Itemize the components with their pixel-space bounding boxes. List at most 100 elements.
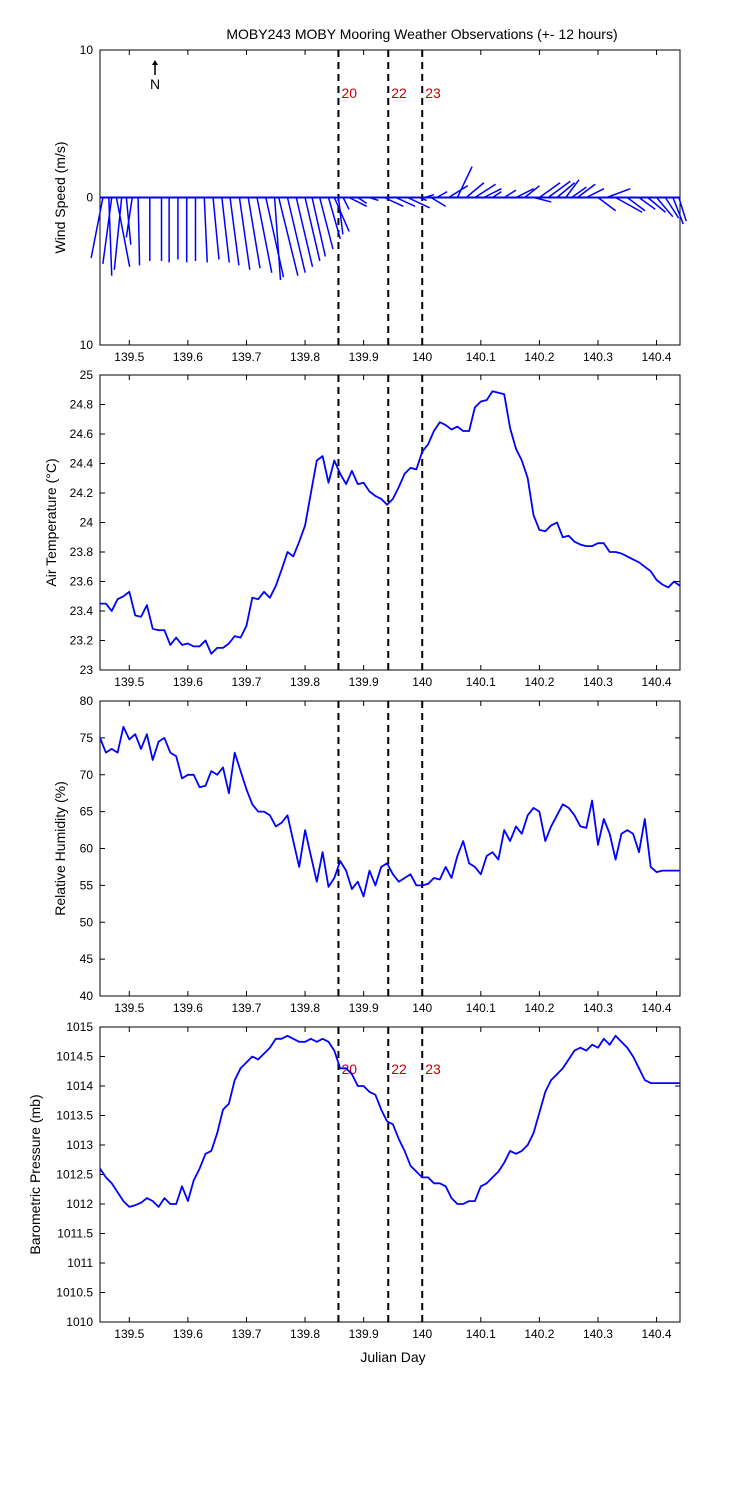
x-tick-label: 139.7 <box>231 1327 261 1341</box>
wind-stick <box>286 197 306 273</box>
x-tick-label: 140.3 <box>583 350 613 364</box>
x-tick-label: 139.9 <box>349 1327 379 1341</box>
y-tick-label: 45 <box>80 952 94 966</box>
x-tick-label: 140 <box>412 675 432 689</box>
wind-stick <box>424 193 435 199</box>
wind-stick <box>327 197 342 240</box>
x-tick-label: 140.3 <box>583 1001 613 1015</box>
x-tick-label: 139.9 <box>349 350 379 364</box>
series-line <box>99 725 680 898</box>
wind-stick <box>638 196 656 210</box>
y-tick-label: 80 <box>80 694 94 708</box>
wind-stick <box>407 196 431 209</box>
wind-stick <box>571 186 587 199</box>
wind-stick <box>90 197 104 259</box>
y-tick-label: 23.4 <box>70 604 94 618</box>
wind-stick <box>295 197 314 267</box>
wind-stick <box>538 182 561 199</box>
wind-stick <box>337 197 344 235</box>
y-tick-label: 24.4 <box>70 457 94 471</box>
time-marker-label: 22 <box>391 1061 407 1077</box>
y-axis-label: Relative Humidity (%) <box>52 781 68 916</box>
wind-stick <box>342 197 350 210</box>
wind-stick <box>247 197 261 269</box>
wind-stick <box>419 196 427 202</box>
x-tick-label: 140.4 <box>642 1001 672 1015</box>
plot-frame <box>99 374 681 671</box>
wind-stick <box>565 179 580 198</box>
x-tick-label: 140.2 <box>524 1001 554 1015</box>
wind-stick <box>615 196 643 213</box>
time-marker-label: 20 <box>341 85 357 101</box>
y-tick-label: 65 <box>80 805 94 819</box>
wind-stick <box>383 196 404 208</box>
y-tick-label: 1010 <box>66 1315 93 1329</box>
x-tick-label: 139.5 <box>114 1327 144 1341</box>
wind-stick <box>524 185 540 199</box>
wind-stick <box>221 197 230 263</box>
wind-stick <box>436 190 448 199</box>
x-axis-label: Julian Day <box>360 1349 425 1365</box>
panel-3: 139.5 139.6 139.7 139.8 139.9 140 140.1 140.2 14… <box>52 694 681 1015</box>
y-tick-label: 75 <box>80 731 94 745</box>
wind-stick <box>556 182 576 199</box>
plot-frame <box>99 1026 681 1323</box>
x-tick-label: 139.5 <box>114 675 144 689</box>
x-tick-label: 139.9 <box>349 1001 379 1015</box>
wind-stick <box>533 196 552 203</box>
series-line <box>100 390 681 655</box>
y-axis-label: Air Temperature (°C) <box>43 458 59 586</box>
north-arrow-head-icon <box>152 60 158 65</box>
y-tick-label: 1011.5 <box>57 1227 93 1241</box>
wind-stick <box>503 189 517 199</box>
y-axis-label: Wind Speed (m/s) <box>52 141 68 253</box>
wind-stick <box>304 197 321 262</box>
y-tick-label: 1012 <box>66 1197 93 1211</box>
y-axis-label: Barometric Pressure (mb) <box>27 1094 43 1254</box>
x-tick-label: 140.4 <box>642 1327 672 1341</box>
wind-stick <box>212 197 220 260</box>
time-marker-label: 23 <box>425 1061 441 1077</box>
x-tick-label: 139.8 <box>290 675 320 689</box>
y-tick-label: 70 <box>80 768 94 782</box>
series-line <box>99 1034 680 1208</box>
y-tick-label: 1012.5 <box>56 1168 93 1182</box>
figure-title: MOBY243 MOBY Mooring Weather Observation… <box>226 26 617 42</box>
wind-stick <box>456 166 473 198</box>
wind-stick <box>113 197 123 270</box>
y-tick-label: 1010.5 <box>56 1286 93 1300</box>
x-tick-label: 139.5 <box>114 1001 144 1015</box>
wind-stick <box>515 187 534 199</box>
wind-stick <box>102 197 113 264</box>
wind-stick <box>369 196 379 202</box>
x-tick-label: 140.4 <box>642 350 672 364</box>
wind-stick <box>333 197 350 232</box>
x-tick-label: 139.9 <box>349 675 379 689</box>
y-tick-label: 23.2 <box>70 634 94 648</box>
panel-1: 139.5 139.6 139.7 139.8 139.9 140 140.1 140.2 14… <box>52 43 687 364</box>
wind-stick <box>348 196 368 208</box>
wind-stick <box>125 197 133 238</box>
y-tick-label: 50 <box>80 915 94 929</box>
y-tick-label: 23.6 <box>70 575 94 589</box>
x-tick-label: 139.8 <box>290 1001 320 1015</box>
wind-stick <box>395 196 416 208</box>
wind-stick <box>115 197 131 267</box>
wind-stick <box>273 197 282 281</box>
wind-stick <box>626 196 646 212</box>
y-tick-label: 23 <box>80 663 94 677</box>
y-tick-label: 1014.5 <box>56 1050 93 1064</box>
x-tick-label: 140.2 <box>524 675 554 689</box>
panel-2: 139.5 139.6 139.7 139.8 139.9 140 140.1 140.2 14… <box>43 368 681 689</box>
y-tick-label: 0 <box>86 191 93 205</box>
y-tick-label: 10 <box>80 338 94 352</box>
wind-stick <box>474 183 497 199</box>
y-tick-label: 1015 <box>66 1020 93 1034</box>
x-tick-label: 140 <box>412 1001 432 1015</box>
wind-stick <box>678 197 687 222</box>
wind-stick <box>577 183 596 199</box>
wind-stick <box>465 182 485 199</box>
x-tick-label: 140.1 <box>466 1001 496 1015</box>
time-marker-label: 20 <box>341 1061 357 1077</box>
